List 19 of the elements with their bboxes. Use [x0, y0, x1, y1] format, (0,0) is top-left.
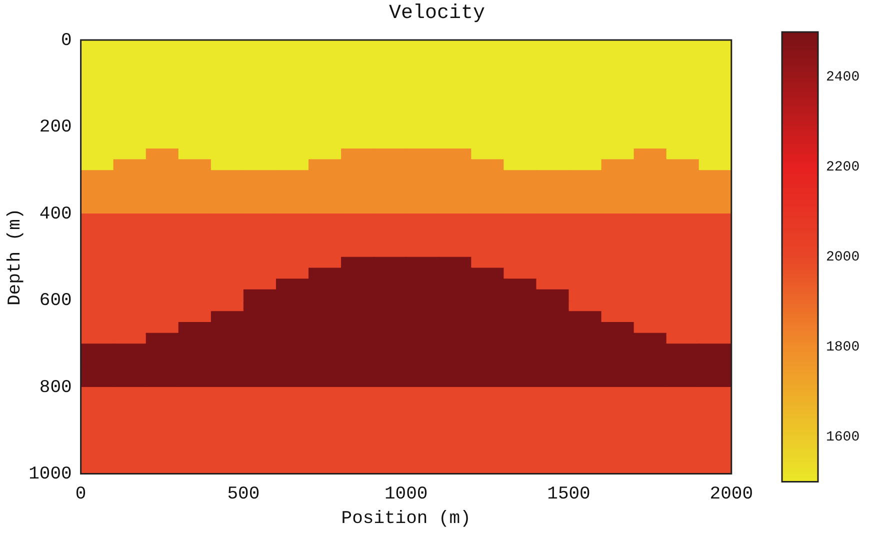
x-tick-label: 0 — [75, 484, 86, 504]
y-tick-label: 200 — [39, 118, 72, 138]
x-tick-label: 1500 — [547, 484, 590, 504]
x-tick-label: 500 — [227, 484, 260, 504]
x-tick-label: 1000 — [384, 484, 428, 504]
color-bar-label: 2400 — [826, 70, 860, 86]
color-bar-label: 1600 — [826, 430, 860, 446]
color-bar-label: 2200 — [826, 160, 860, 176]
y-tick-label: 800 — [39, 378, 72, 398]
y-tick-label: 600 — [39, 291, 72, 312]
y-tick-label: 400 — [39, 204, 72, 224]
y-axis-title: Depth (m) — [6, 208, 26, 306]
color-bar-label: 2000 — [826, 250, 860, 266]
x-tick-label: 2000 — [710, 484, 754, 504]
x-axis-title: Position (m) — [341, 508, 471, 529]
y-tick-label: 1000 — [28, 464, 72, 485]
chart-title: Velocity — [388, 2, 486, 25]
y-tick-label: 0 — [60, 30, 72, 51]
color-bar-label: 1800 — [826, 340, 860, 356]
